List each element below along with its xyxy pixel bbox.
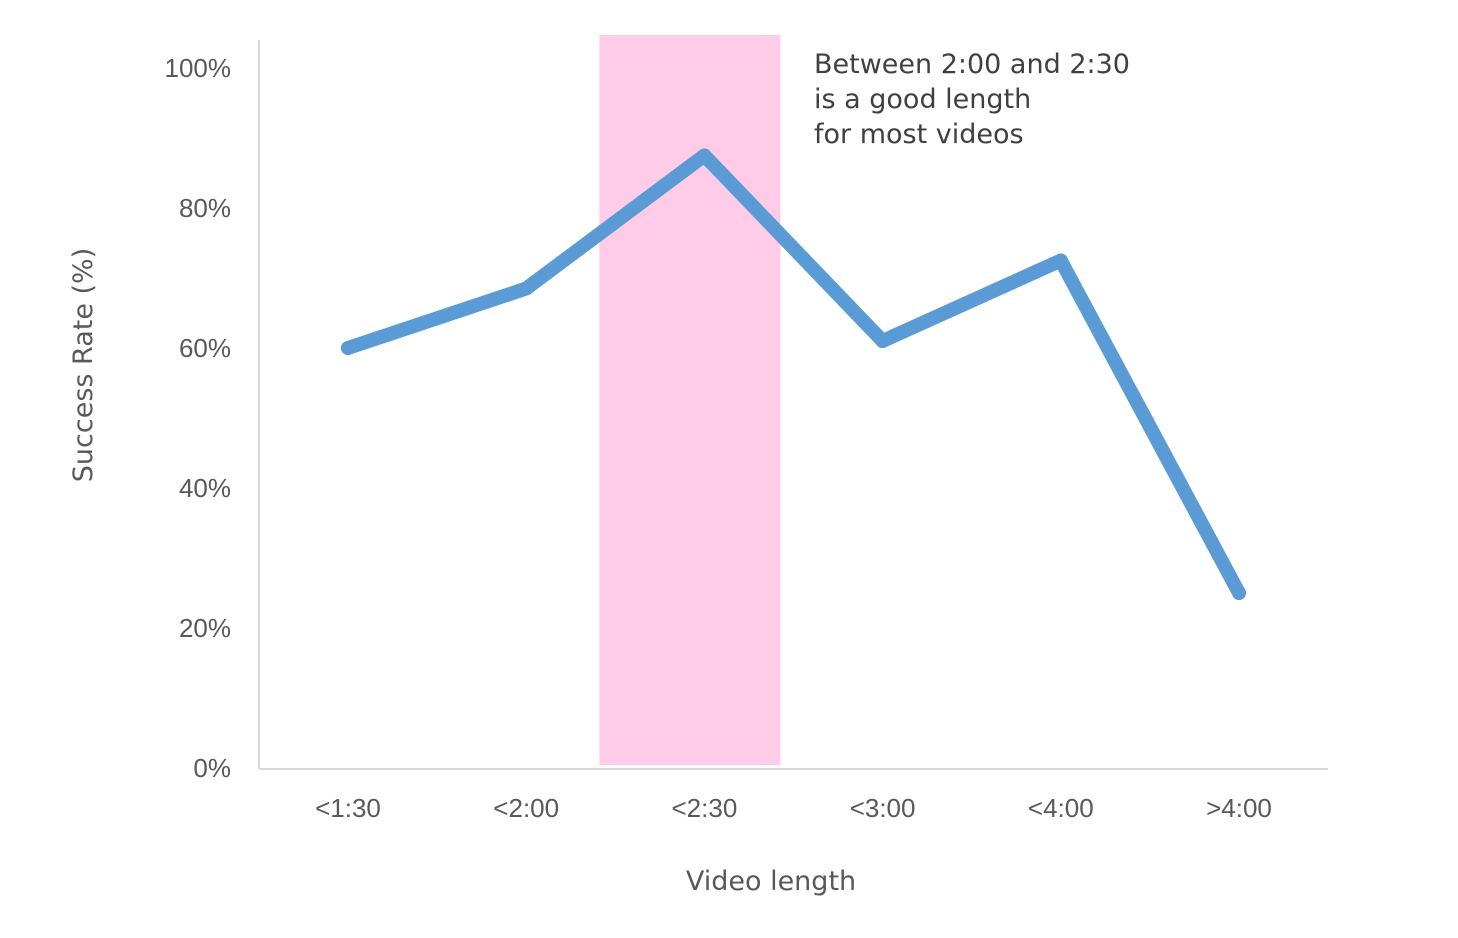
annotation-line: Between 2:00 and 2:30 (814, 49, 1130, 80)
y-axis-title: Success Rate (%) (68, 248, 99, 482)
x-tick-label: <2:30 (672, 793, 738, 823)
x-tick-labels: <1:30 <2:00 <2:30 <3:00 <4:00 >4:00 (315, 793, 1272, 823)
x-axis-title: Video length (686, 866, 856, 897)
y-tick-label: 40% (179, 473, 231, 503)
y-tick-label: 60% (179, 333, 231, 363)
data-point (341, 341, 355, 355)
y-tick-label: 80% (179, 193, 231, 223)
x-tick-label: >4:00 (1206, 793, 1272, 823)
highlight-band (599, 35, 781, 765)
annotation-line: for most videos (814, 119, 1024, 150)
data-point (875, 334, 890, 348)
data-point (519, 281, 534, 296)
y-tick-labels: 0% 20% 40% 60% 80% 100% (165, 53, 232, 783)
y-tick-label: 0% (193, 753, 231, 783)
x-tick-label: <4:00 (1028, 793, 1094, 823)
data-point (1053, 253, 1068, 268)
series-line (341, 148, 1246, 600)
x-tick-label: <3:00 (850, 793, 916, 823)
data-points (341, 148, 1246, 600)
annotation-line: is a good length (814, 84, 1031, 115)
y-tick-label: 100% (165, 53, 232, 83)
x-tick-label: <1:30 (315, 793, 381, 823)
data-point (697, 148, 712, 163)
y-tick-label: 20% (179, 613, 231, 643)
annotation-text: Between 2:00 and 2:30 is a good length for… (814, 49, 1130, 150)
x-tick-label: <2:00 (493, 793, 559, 823)
data-point (1232, 586, 1246, 600)
